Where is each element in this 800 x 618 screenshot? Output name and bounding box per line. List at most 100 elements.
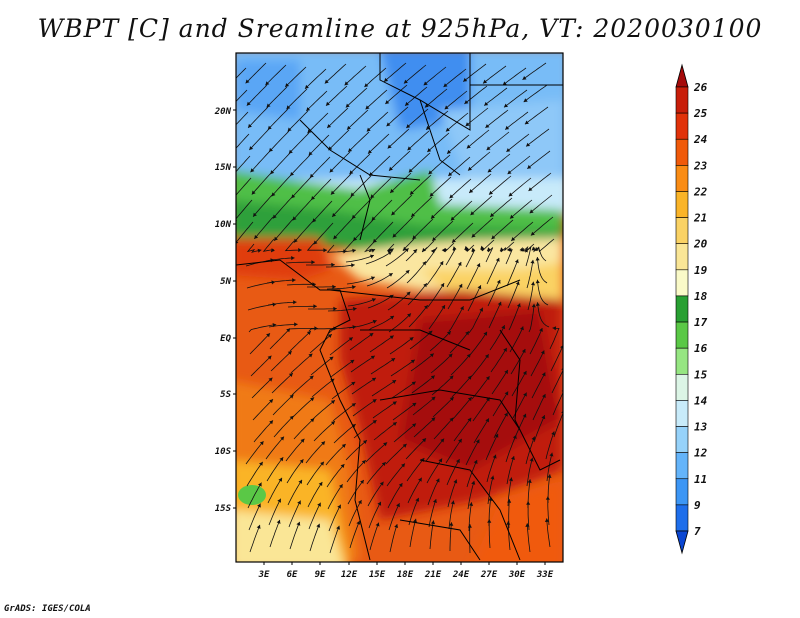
streamline: [448, 306, 464, 332]
streamline-arrowhead: [331, 262, 335, 267]
streamline: [309, 333, 333, 354]
streamline: [413, 417, 436, 438]
streamline-arrowhead: [503, 347, 507, 352]
streamline-arrowhead: [313, 240, 318, 245]
streamline: [251, 377, 273, 399]
streamline: [372, 221, 394, 243]
streamline-arrowhead: [389, 248, 394, 253]
streamline-arrowhead: [267, 355, 272, 360]
colorbar-label: 20: [693, 238, 708, 251]
streamline-arrowhead: [426, 125, 430, 130]
streamline-arrowhead: [539, 328, 543, 332]
colorbar-box: [675, 321, 689, 349]
streamline: [289, 154, 311, 177]
streamline-arrowhead: [306, 107, 311, 111]
streamline: [526, 457, 533, 487]
streamline-arrowhead: [298, 248, 302, 253]
colorbar-arrow-bottom: [675, 530, 689, 555]
streamline-arrowhead: [323, 248, 327, 253]
streamline: [287, 305, 317, 308]
streamline-arrowhead: [507, 170, 512, 175]
streamline: [290, 353, 313, 374]
streamline: [267, 108, 289, 130]
streamline: [350, 355, 376, 373]
streamline: [465, 107, 489, 127]
streamline-arrowhead: [535, 302, 540, 306]
streamline: [348, 320, 377, 329]
streamline: [272, 394, 294, 416]
streamline: [324, 63, 347, 84]
streamline-arrowhead: [449, 417, 454, 422]
streamline: [352, 398, 377, 417]
streamline: [344, 65, 367, 86]
colorbar-label: 13: [694, 421, 708, 434]
streamline: [507, 155, 531, 175]
streamline: [270, 350, 292, 372]
streamline-arrowhead: [356, 520, 361, 525]
streamline-arrowhead: [465, 122, 470, 127]
streamline: [427, 478, 440, 506]
streamline: [351, 197, 373, 219]
streamline: [527, 150, 551, 170]
streamline: [527, 501, 530, 531]
streamline-arrowhead: [506, 148, 511, 152]
colorbar-label: 16: [694, 342, 708, 355]
streamline-arrowhead: [388, 273, 393, 277]
grads-credit: GrADS: IGES/COLA: [4, 604, 91, 614]
streamline-arrowhead: [288, 149, 293, 154]
streamline-arrowhead: [552, 326, 557, 331]
streamline: [486, 131, 510, 151]
streamline: [332, 402, 356, 422]
streamline: [288, 132, 310, 154]
streamline-arrowhead: [392, 401, 397, 406]
streamline: [327, 483, 343, 510]
streamline-arrowhead: [473, 460, 478, 464]
streamline-arrowhead: [430, 375, 435, 380]
streamline-arrowhead: [352, 307, 357, 312]
streamline-arrowhead: [392, 380, 397, 384]
streamline-arrowhead: [373, 238, 377, 243]
streamline: [313, 420, 336, 442]
colorbar-label: 21: [693, 212, 707, 225]
streamline: [425, 438, 445, 462]
streamline-arrowhead: [485, 124, 490, 128]
streamline: [370, 177, 392, 199]
streamline-arrowhead: [329, 168, 334, 173]
streamline: [245, 62, 267, 84]
streamline-arrowhead: [412, 423, 416, 428]
streamline: [388, 503, 400, 531]
streamline: [345, 87, 368, 108]
streamline-arrowhead: [389, 166, 393, 171]
streamline-arrowhead: [487, 519, 492, 523]
streamline: [291, 176, 312, 199]
streamline-arrowhead: [412, 402, 417, 407]
streamline: [286, 459, 304, 484]
streamline: [385, 84, 408, 105]
streamline-arrowhead: [422, 438, 426, 443]
streamline-arrowhead: [294, 322, 298, 327]
streamline: [465, 439, 480, 466]
colorbar-box: [675, 295, 689, 323]
streamline: [289, 330, 312, 352]
streamline-arrowhead: [291, 194, 296, 199]
streamline-arrowhead: [365, 105, 370, 110]
streamline-arrowhead: [311, 196, 315, 200]
streamline-arrowhead: [530, 259, 535, 264]
streamline: [368, 501, 382, 529]
streamline-arrowhead: [403, 246, 407, 251]
streamline-arrowhead: [366, 127, 371, 132]
streamline: [433, 417, 454, 440]
streamline: [267, 477, 283, 504]
streamline-arrowhead: [375, 522, 380, 527]
lat-label-15n: 15N: [215, 163, 232, 173]
streamline-arrowhead: [249, 146, 254, 150]
colorbar-arrow-top: [675, 63, 689, 88]
streamline: [249, 333, 271, 355]
streamline: [408, 304, 429, 328]
streamline-arrowhead: [377, 501, 382, 506]
streamline-arrowhead: [464, 245, 469, 250]
streamline-arrowhead: [351, 263, 355, 268]
streamline-arrowhead: [448, 172, 453, 176]
streamline-arrowhead: [504, 370, 508, 374]
streamline: [368, 315, 395, 331]
